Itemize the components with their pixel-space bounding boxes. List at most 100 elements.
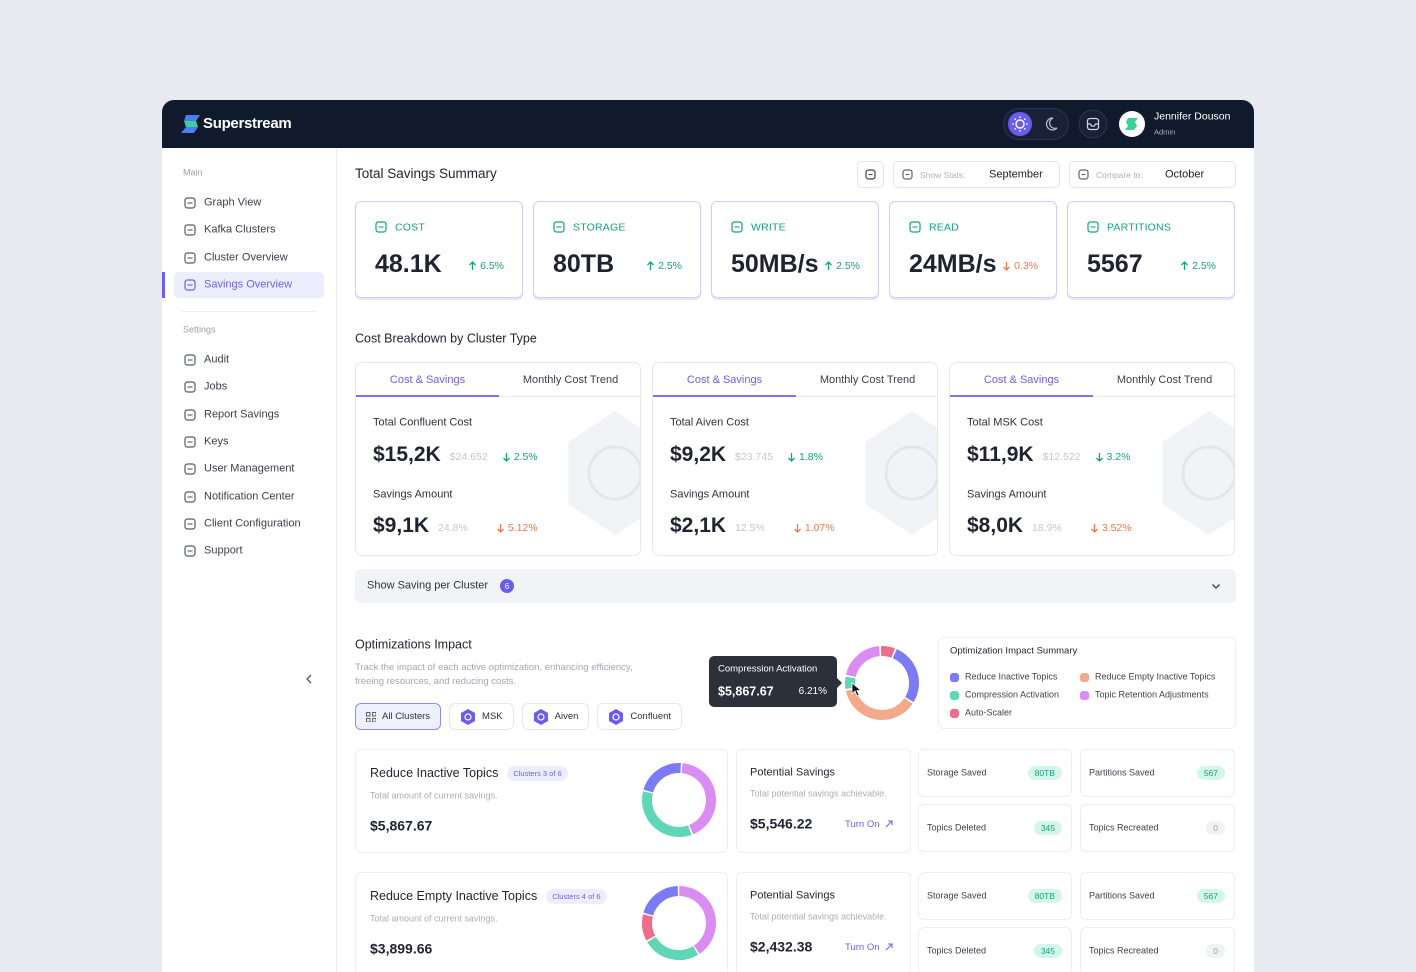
theme-icons [1008, 112, 1058, 136]
donut-segment [642, 791, 692, 837]
filter-button[interactable]: Aiven [521, 703, 590, 730]
icon-shape [184, 224, 196, 236]
kpi-change-value: 6.5% [480, 260, 504, 272]
icon [731, 221, 743, 233]
trend-arrow [502, 453, 510, 462]
sidebar-item[interactable]: Graph View [204, 196, 262, 209]
tab[interactable]: Cost & Savings [653, 363, 796, 397]
sidebar-item[interactable]: Savings Overview [204, 278, 293, 291]
sidebar-item[interactable]: Client Configuration [204, 517, 301, 530]
kpi-change-value: 2.5% [1192, 260, 1216, 272]
icon [375, 221, 387, 233]
date-selector[interactable] [1069, 161, 1236, 188]
stat-cell [1080, 927, 1235, 972]
kpi-card [1067, 201, 1235, 298]
sidebar-item[interactable]: Support [204, 544, 243, 557]
sidebar-separator [182, 311, 316, 312]
sidebar-item[interactable]: Notification Center [204, 489, 295, 502]
date-selector[interactable] [893, 161, 1060, 188]
donut-segment [643, 763, 681, 793]
tab-label: Cost & Savings [983, 374, 1060, 386]
tab-label: Cost & Savings [686, 374, 763, 386]
light-mode-button [1008, 112, 1032, 136]
sidebar-item[interactable]: Jobs [204, 380, 228, 393]
icon-shape [375, 221, 387, 233]
clusters-badge: Clusters 4 of 6 [546, 888, 607, 904]
active-tab-underline [653, 395, 796, 397]
section-title: Total Savings Summary [355, 165, 497, 181]
tab[interactable]: Monthly Cost Trend [499, 363, 640, 397]
trend-arrow [1090, 524, 1098, 533]
kpi-value-row: 5567 2.5% [1067, 249, 1235, 279]
kpi-value: 80TB [553, 249, 615, 278]
icon [184, 197, 196, 209]
sidebar-item[interactable]: Cluster Overview [204, 251, 288, 263]
cost-previous: $12.522 [1042, 451, 1081, 463]
kpi-value: 50MB/s [731, 249, 819, 278]
chart-tooltip [709, 656, 837, 707]
arrow-head [502, 457, 510, 462]
potential-subtitle: Total potential savings achievable. [750, 788, 887, 799]
savings-value-row: $2,1K 12.5% 1.07% [670, 511, 835, 541]
tab[interactable]: Monthly Cost Trend [1093, 363, 1234, 397]
sun-ray [1023, 118, 1026, 121]
hexagon-emblem [587, 445, 640, 501]
sidebar-item[interactable]: Kafka Clusters [204, 223, 276, 236]
turn-on-button[interactable]: Turn On [845, 817, 893, 831]
stat-cell [918, 749, 1072, 797]
filter-label: Confluent [630, 711, 672, 722]
icon-shape [865, 169, 876, 180]
kpi-card [355, 201, 523, 298]
sidebar-item[interactable]: User Management [204, 462, 295, 475]
section-description: Track the impact of each active optimiza… [355, 662, 633, 687]
cost-value-row: $11,9K $12.522 3.2% [967, 440, 1130, 470]
sidebar-item[interactable]: Audit [204, 353, 230, 366]
turn-on-button[interactable]: Turn On [845, 940, 893, 954]
icon-shape [184, 408, 196, 421]
sidebar-item[interactable]: Report Savings [204, 408, 280, 420]
arrow-head [1181, 261, 1189, 266]
optimization-amount: $5,867.67 [370, 817, 433, 834]
icon [184, 463, 196, 475]
logo-shape [181, 127, 198, 133]
stat-label: Topics Deleted [927, 822, 987, 833]
cost-value-row: $15,2K $24.652 2.5% [373, 440, 538, 470]
chevron-down [1212, 584, 1220, 589]
filter-button[interactable]: Confluent [597, 703, 683, 730]
donut-segment [647, 936, 699, 960]
filter-button[interactable]: MSK [449, 703, 514, 730]
selector-label: Compare to: [1096, 169, 1143, 180]
filter-button[interactable]: All Clusters [355, 703, 442, 730]
icon [184, 408, 196, 421]
trend-arrow [793, 524, 801, 533]
icon-shape [184, 354, 196, 366]
grid-cell [372, 711, 376, 716]
kpi-value-row: 50MB/s 2.5% [711, 249, 879, 279]
top-bar [162, 100, 1254, 148]
icon-shape [1077, 169, 1089, 180]
tooltip-pointer [836, 677, 842, 689]
optimization-subtitle: Total amount of current savings. [370, 913, 498, 924]
trend-arrow [825, 261, 833, 270]
kpi-card [889, 201, 1057, 298]
export-button[interactable] [857, 161, 884, 188]
filter-label: MSK [482, 711, 503, 722]
legend-label: Auto-Scaler [965, 707, 1013, 718]
tab[interactable]: Cost & Savings [356, 363, 499, 397]
brand-logo [181, 115, 200, 133]
tooltip-percent: 6.21% [798, 686, 827, 697]
tab[interactable]: Monthly Cost Trend [796, 363, 937, 397]
stat-label: Topics Recreated [1089, 822, 1159, 833]
donut-chart [845, 646, 919, 720]
stat-value: 345 [1033, 820, 1062, 836]
stat-value: 0 [1206, 943, 1225, 959]
cursor-shape [851, 682, 863, 697]
potential-amount: $5,546.22 [750, 815, 813, 832]
filter-icon [609, 708, 624, 725]
provider-badge-dot [612, 712, 621, 721]
arrow-head [1095, 457, 1103, 462]
tab[interactable]: Cost & Savings [950, 363, 1093, 397]
kpi-value: 5567 [1087, 249, 1143, 278]
legend-swatch [1080, 672, 1089, 682]
sidebar-item[interactable]: Keys [204, 435, 229, 448]
